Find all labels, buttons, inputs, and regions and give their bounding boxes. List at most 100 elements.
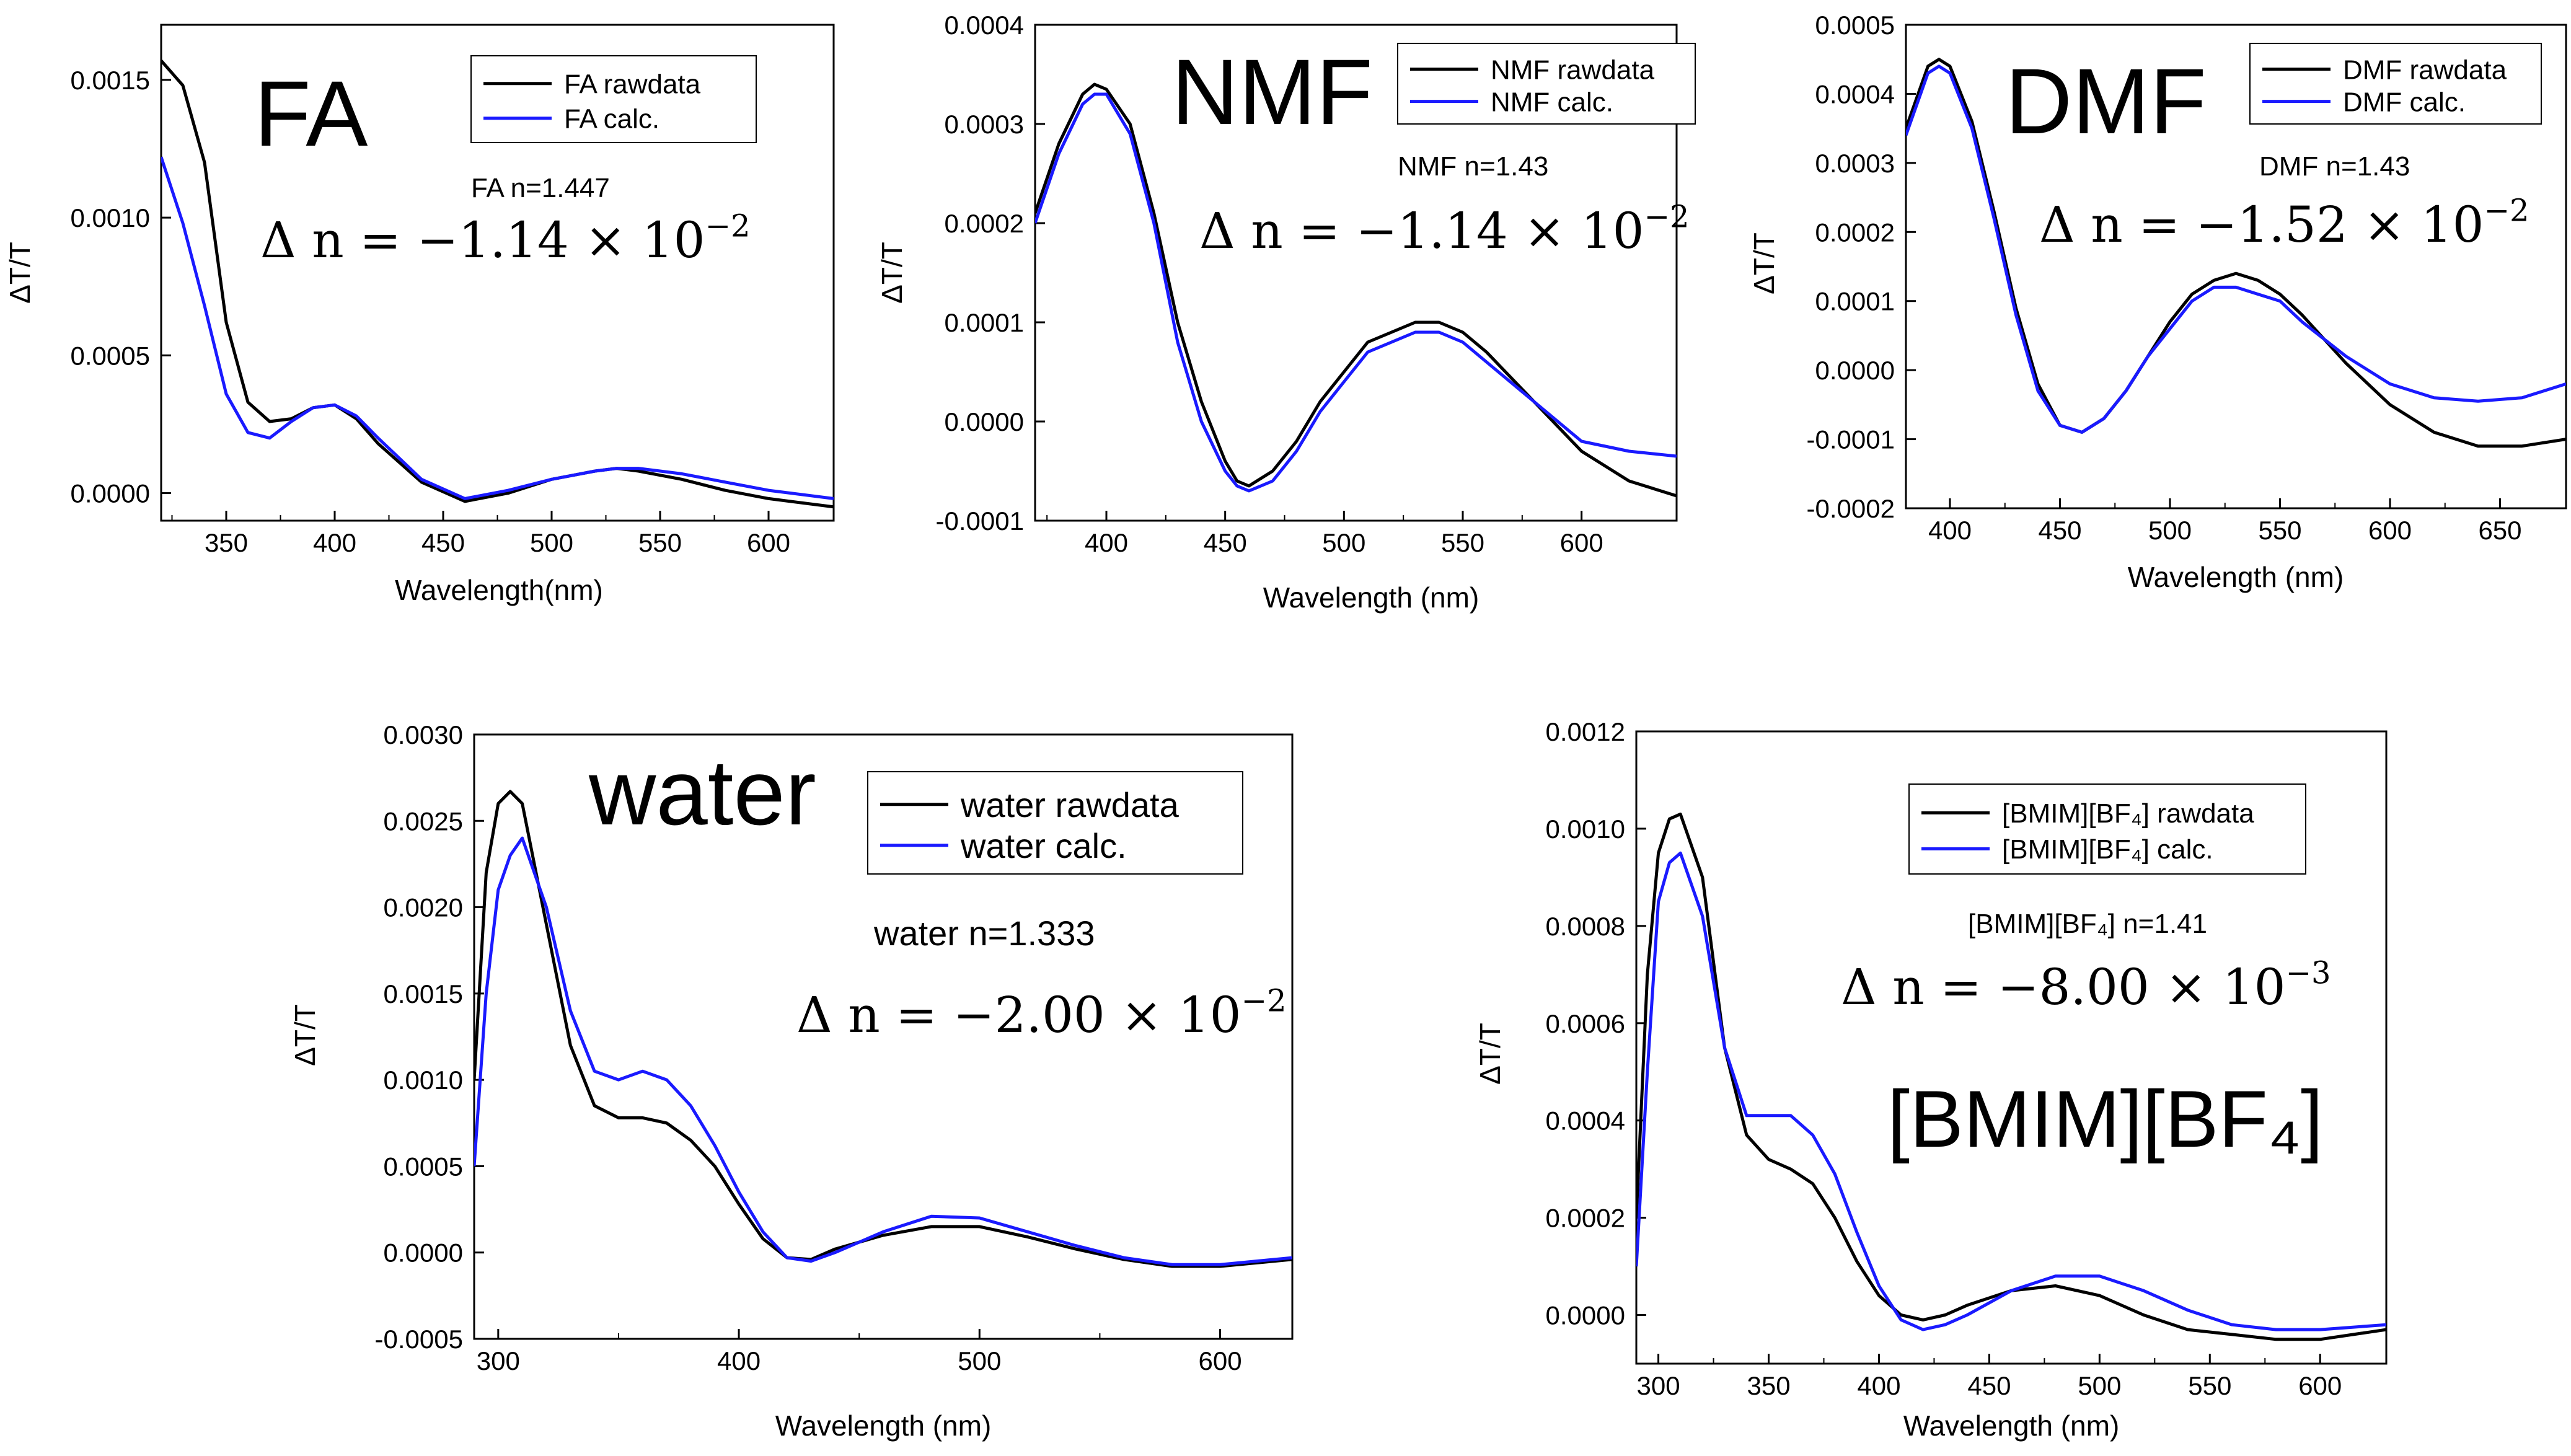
y-tick-label: 0.0004 <box>1546 1106 1625 1136</box>
y-axis-label: ΔT/T <box>4 242 36 304</box>
legend-label-1: FA calc. <box>564 104 659 135</box>
x-tick-label: 600 <box>1198 1346 1241 1375</box>
x-tick-label: 450 <box>1967 1371 2011 1400</box>
y-tick-label: 0.0010 <box>71 203 150 232</box>
x-tick-label: 550 <box>1441 528 1484 557</box>
solvent-label: water <box>588 740 816 844</box>
series-line-1 <box>161 156 834 500</box>
series-line-1 <box>1636 851 2386 1331</box>
y-tick-label: 0.0020 <box>384 893 463 922</box>
y-tick-label: 0.0030 <box>384 720 463 749</box>
y-tick-label: 0.0015 <box>384 979 463 1008</box>
legend-label-1: [BMIM][BF₄] calc. <box>2002 834 2213 865</box>
legend: [BMIM][BF₄] rawdata [BMIM][BF₄] calc. <box>1908 783 2306 875</box>
x-axis-label: Wavelength (nm) <box>1263 581 1480 614</box>
chart-panel-0: 350 400 450 500 550 600 0.0000 0.0005 0.0010 0.00… <box>4 24 835 606</box>
legend-box <box>867 771 1243 875</box>
y-axis-label: ΔT/T <box>289 1004 321 1066</box>
x-tick-label: 300 <box>1637 1371 1680 1400</box>
x-tick-label: 400 <box>717 1346 761 1375</box>
x-tick-label: 650 <box>2478 516 2521 545</box>
x-tick-label: 450 <box>2038 516 2081 545</box>
refractive-index-label: water n=1.333 <box>873 914 1095 953</box>
y-tick-label: -0.0001 <box>1807 425 1895 454</box>
y-tick-label: 0.0008 <box>1546 912 1625 941</box>
delta-n-exponent: −2 <box>2484 192 2529 228</box>
x-tick-label: 450 <box>1204 528 1247 557</box>
y-tick-label: 0.0002 <box>945 209 1024 238</box>
series-line-0 <box>161 60 834 509</box>
plot-frame <box>473 733 1294 1340</box>
y-tick-label: 0.0010 <box>1546 814 1625 844</box>
x-tick-label: 550 <box>2258 516 2301 545</box>
legend-label-0: FA rawdata <box>564 69 701 100</box>
y-axis-label: ΔT/T <box>876 242 908 304</box>
x-tick-label: 500 <box>1322 528 1365 557</box>
series-line-0 <box>474 790 1292 1268</box>
y-tick-label: 0.0004 <box>945 11 1024 40</box>
y-tick-label: 0.0000 <box>71 479 150 508</box>
x-tick-label: 500 <box>2148 516 2192 545</box>
legend-label-0: DMF rawdata <box>2343 55 2507 85</box>
delta-n-exponent: −2 <box>1644 198 1689 234</box>
y-tick-label: 0.0006 <box>1546 1009 1625 1038</box>
x-tick-label: 400 <box>1928 516 1972 545</box>
x-axis-label: Wavelength (nm) <box>1903 1410 2120 1442</box>
y-tick-label: 0.0001 <box>945 308 1024 337</box>
legend-box <box>470 55 757 143</box>
y-axis-label: ΔT/T <box>1748 232 1780 294</box>
x-tick-label: 300 <box>477 1346 520 1375</box>
y-tick-label: 0.0005 <box>1815 11 1895 40</box>
delta-n-label: Δ n = −1.14 × 10−2 <box>1199 198 1690 260</box>
x-tick-label: 600 <box>747 528 790 557</box>
x-axis-label: Wavelength (nm) <box>775 1410 992 1442</box>
series-line-0 <box>1636 812 2386 1341</box>
series-line-1 <box>1906 64 2566 434</box>
x-tick-label: 500 <box>958 1346 1001 1375</box>
series-line-0 <box>1035 82 1677 498</box>
x-tick-label: 450 <box>421 528 465 557</box>
y-tick-label: 0.0004 <box>1815 79 1895 108</box>
x-tick-label: 400 <box>313 528 356 557</box>
y-tick-label: -0.0005 <box>375 1325 463 1354</box>
x-tick-label: 350 <box>205 528 248 557</box>
chart-panel-4: 300 350 400 450 500 550 600 0.0000 0.0002 0.0004 0… <box>1474 717 2388 1442</box>
solvent-label: NMF <box>1171 40 1373 144</box>
x-tick-label: 400 <box>1857 1371 1900 1400</box>
y-tick-label: 0.0000 <box>1815 356 1895 385</box>
legend: FA rawdata FA calc. <box>470 55 757 143</box>
y-tick-label: 0.0000 <box>1546 1301 1625 1330</box>
y-tick-label: 0.0012 <box>1546 717 1625 746</box>
delta-n-exponent: −2 <box>1241 982 1286 1018</box>
y-tick-label: 0.0002 <box>1546 1204 1625 1233</box>
legend-label-1: water calc. <box>960 826 1127 865</box>
x-tick-label: 550 <box>2188 1371 2231 1400</box>
plot-frame <box>1905 24 2567 510</box>
legend-box <box>1397 43 1696 125</box>
y-axis-label: ΔT/T <box>1474 1023 1506 1085</box>
plot-frame <box>1635 730 2388 1365</box>
series-line-1 <box>1035 92 1677 493</box>
y-tick-label: 0.0005 <box>71 341 150 370</box>
chart-panel-2: 400 450 500 550 600 650 -0.0002 -0.0001 0.0000 0.… <box>1748 11 2567 593</box>
y-tick-label: 0.0000 <box>384 1238 463 1268</box>
y-tick-label: 0.0000 <box>945 407 1024 436</box>
y-tick-label: 0.0003 <box>945 110 1024 139</box>
delta-n-label: Δ n = −1.14 × 10−2 <box>260 208 751 269</box>
y-tick-label: 0.0003 <box>1815 149 1895 178</box>
delta-n-exponent: −2 <box>705 208 750 244</box>
x-axis-label: Wavelength(nm) <box>395 574 603 606</box>
x-tick-label: 500 <box>530 528 573 557</box>
delta-n-label: Δ n = −1.52 × 10−2 <box>2039 192 2529 254</box>
solvent-label: DMF <box>2005 49 2207 153</box>
y-tick-label: 0.0025 <box>384 806 463 836</box>
solvent-label: FA <box>254 61 368 165</box>
x-tick-label: 600 <box>1560 528 1603 557</box>
series-line-0 <box>1906 58 2566 448</box>
x-tick-label: 500 <box>2078 1371 2121 1400</box>
